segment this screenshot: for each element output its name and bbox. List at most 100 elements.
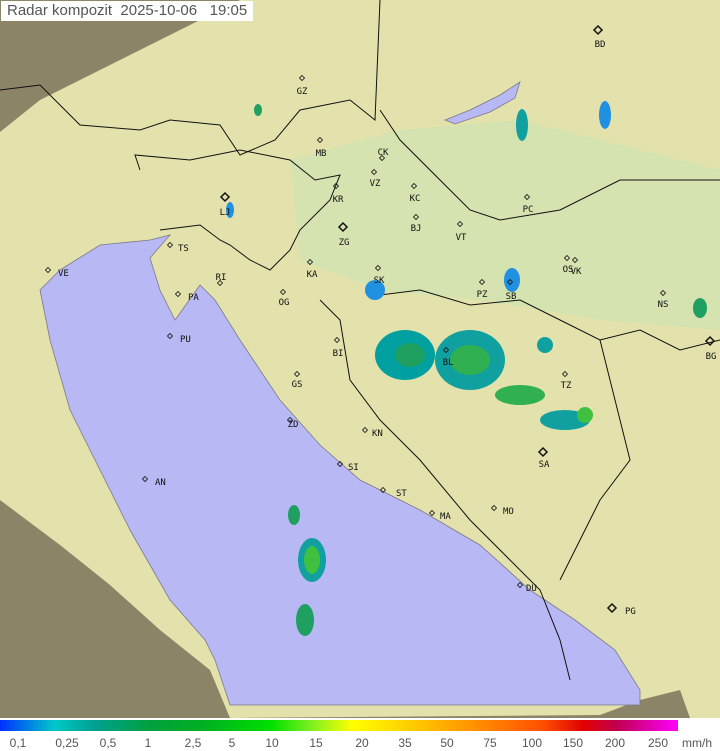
city-marker-icon	[506, 278, 514, 286]
city-label: BG	[706, 352, 717, 362]
city-marker-icon	[166, 332, 174, 340]
legend-label: 50	[440, 736, 454, 750]
city-label: PG	[625, 607, 636, 617]
precipitation-color-scale	[0, 720, 678, 731]
legend-label: 10	[265, 736, 279, 750]
city-marker-icon	[374, 264, 382, 272]
legend-label: 5	[228, 736, 236, 750]
city-marker-icon	[478, 278, 486, 286]
city-marker-icon	[337, 221, 349, 233]
legend-label: 35	[398, 736, 412, 750]
city-label: LJ	[220, 208, 231, 218]
city-label: PZ	[477, 290, 488, 300]
city-label: BI	[333, 349, 344, 359]
city-label: ST	[396, 489, 407, 499]
city-label: MA	[440, 512, 451, 522]
city-label: ZD	[288, 420, 299, 430]
city-marker-icon	[286, 416, 294, 424]
city-marker-icon	[606, 602, 618, 614]
city-label: PC	[523, 205, 534, 215]
city-label: NS	[658, 300, 669, 310]
city-marker-icon	[412, 213, 420, 221]
city-marker-icon	[410, 182, 418, 190]
city-label: KA	[307, 270, 318, 280]
lowland-green	[290, 120, 720, 330]
city-marker-icon	[442, 346, 450, 354]
city-label: VE	[58, 269, 69, 279]
city-label: BL	[443, 358, 454, 368]
city-marker-icon	[216, 279, 224, 287]
city-label: SK	[374, 276, 385, 286]
adriatic-sea	[39, 234, 641, 706]
city-label: RI	[216, 273, 227, 283]
city-marker-icon	[316, 136, 324, 144]
city-marker-icon	[332, 182, 340, 190]
city-marker-icon	[279, 288, 287, 296]
legend-label: 250	[647, 736, 669, 750]
legend-label: 200	[604, 736, 626, 750]
city-label: TZ	[561, 381, 572, 391]
title-time: 19:05	[209, 2, 248, 19]
city-marker-icon	[336, 460, 344, 468]
legend-label: 0,25	[55, 736, 79, 750]
city-marker-icon	[537, 446, 549, 458]
city-label: GZ	[297, 87, 308, 97]
city-label: DU	[526, 584, 537, 594]
city-marker-icon	[516, 581, 524, 589]
city-label: KC	[410, 194, 421, 204]
city-marker-icon	[298, 74, 306, 82]
city-label: AN	[155, 478, 166, 488]
city-label: MB	[316, 149, 327, 159]
city-marker-icon	[561, 370, 569, 378]
city-label: CK	[378, 148, 389, 158]
city-label: BJ	[411, 224, 422, 234]
city-label: KR	[333, 195, 344, 205]
lake-balaton	[443, 81, 521, 125]
legend-label: 1	[144, 736, 152, 750]
city-label: TS	[178, 244, 189, 254]
city-label: VT	[456, 233, 467, 243]
city-marker-icon	[219, 191, 231, 203]
city-label: KN	[372, 429, 383, 439]
city-marker-icon	[428, 509, 436, 517]
city-label: OG	[279, 298, 290, 308]
city-label: SI	[348, 463, 359, 473]
city-label: SA	[539, 460, 550, 470]
city-marker-icon	[333, 336, 341, 344]
legend-label: 2,5	[184, 736, 202, 750]
city-label: PA	[188, 293, 199, 303]
legend-label: 150	[562, 736, 584, 750]
city-marker-icon	[174, 290, 182, 298]
city-marker-icon	[379, 486, 387, 494]
legend-label: 100	[521, 736, 543, 750]
city-marker-icon	[523, 193, 531, 201]
radar-echoes	[226, 101, 707, 636]
city-label: MO	[503, 507, 514, 517]
legend-label: 15	[309, 736, 323, 750]
city-marker-icon	[166, 241, 174, 249]
city-label: VZ	[370, 179, 381, 189]
city-marker-icon	[370, 168, 378, 176]
legend-unit: mm/h	[682, 736, 712, 750]
city-label: SB	[506, 292, 517, 302]
city-label: GS	[292, 380, 303, 390]
legend-label: 20	[355, 736, 369, 750]
city-marker-icon	[306, 258, 314, 266]
city-label: BD	[595, 40, 606, 50]
city-marker-icon	[293, 370, 301, 378]
title-label: Radar kompozit	[7, 2, 113, 19]
city-marker-icon	[563, 254, 571, 262]
city-marker-icon	[456, 220, 464, 228]
title-date: 2025-10-06	[120, 2, 198, 19]
city-label: OS	[563, 265, 574, 275]
city-marker-icon	[592, 24, 604, 36]
city-label: VK	[571, 267, 582, 277]
city-marker-icon	[141, 475, 149, 483]
legend-label: 75	[483, 736, 497, 750]
map-title: Radar kompozit 2025-10-06 19:05	[1, 1, 254, 21]
legend-label: 0,1	[9, 736, 27, 750]
city-marker-icon	[361, 426, 369, 434]
city-label: ZG	[339, 238, 350, 248]
